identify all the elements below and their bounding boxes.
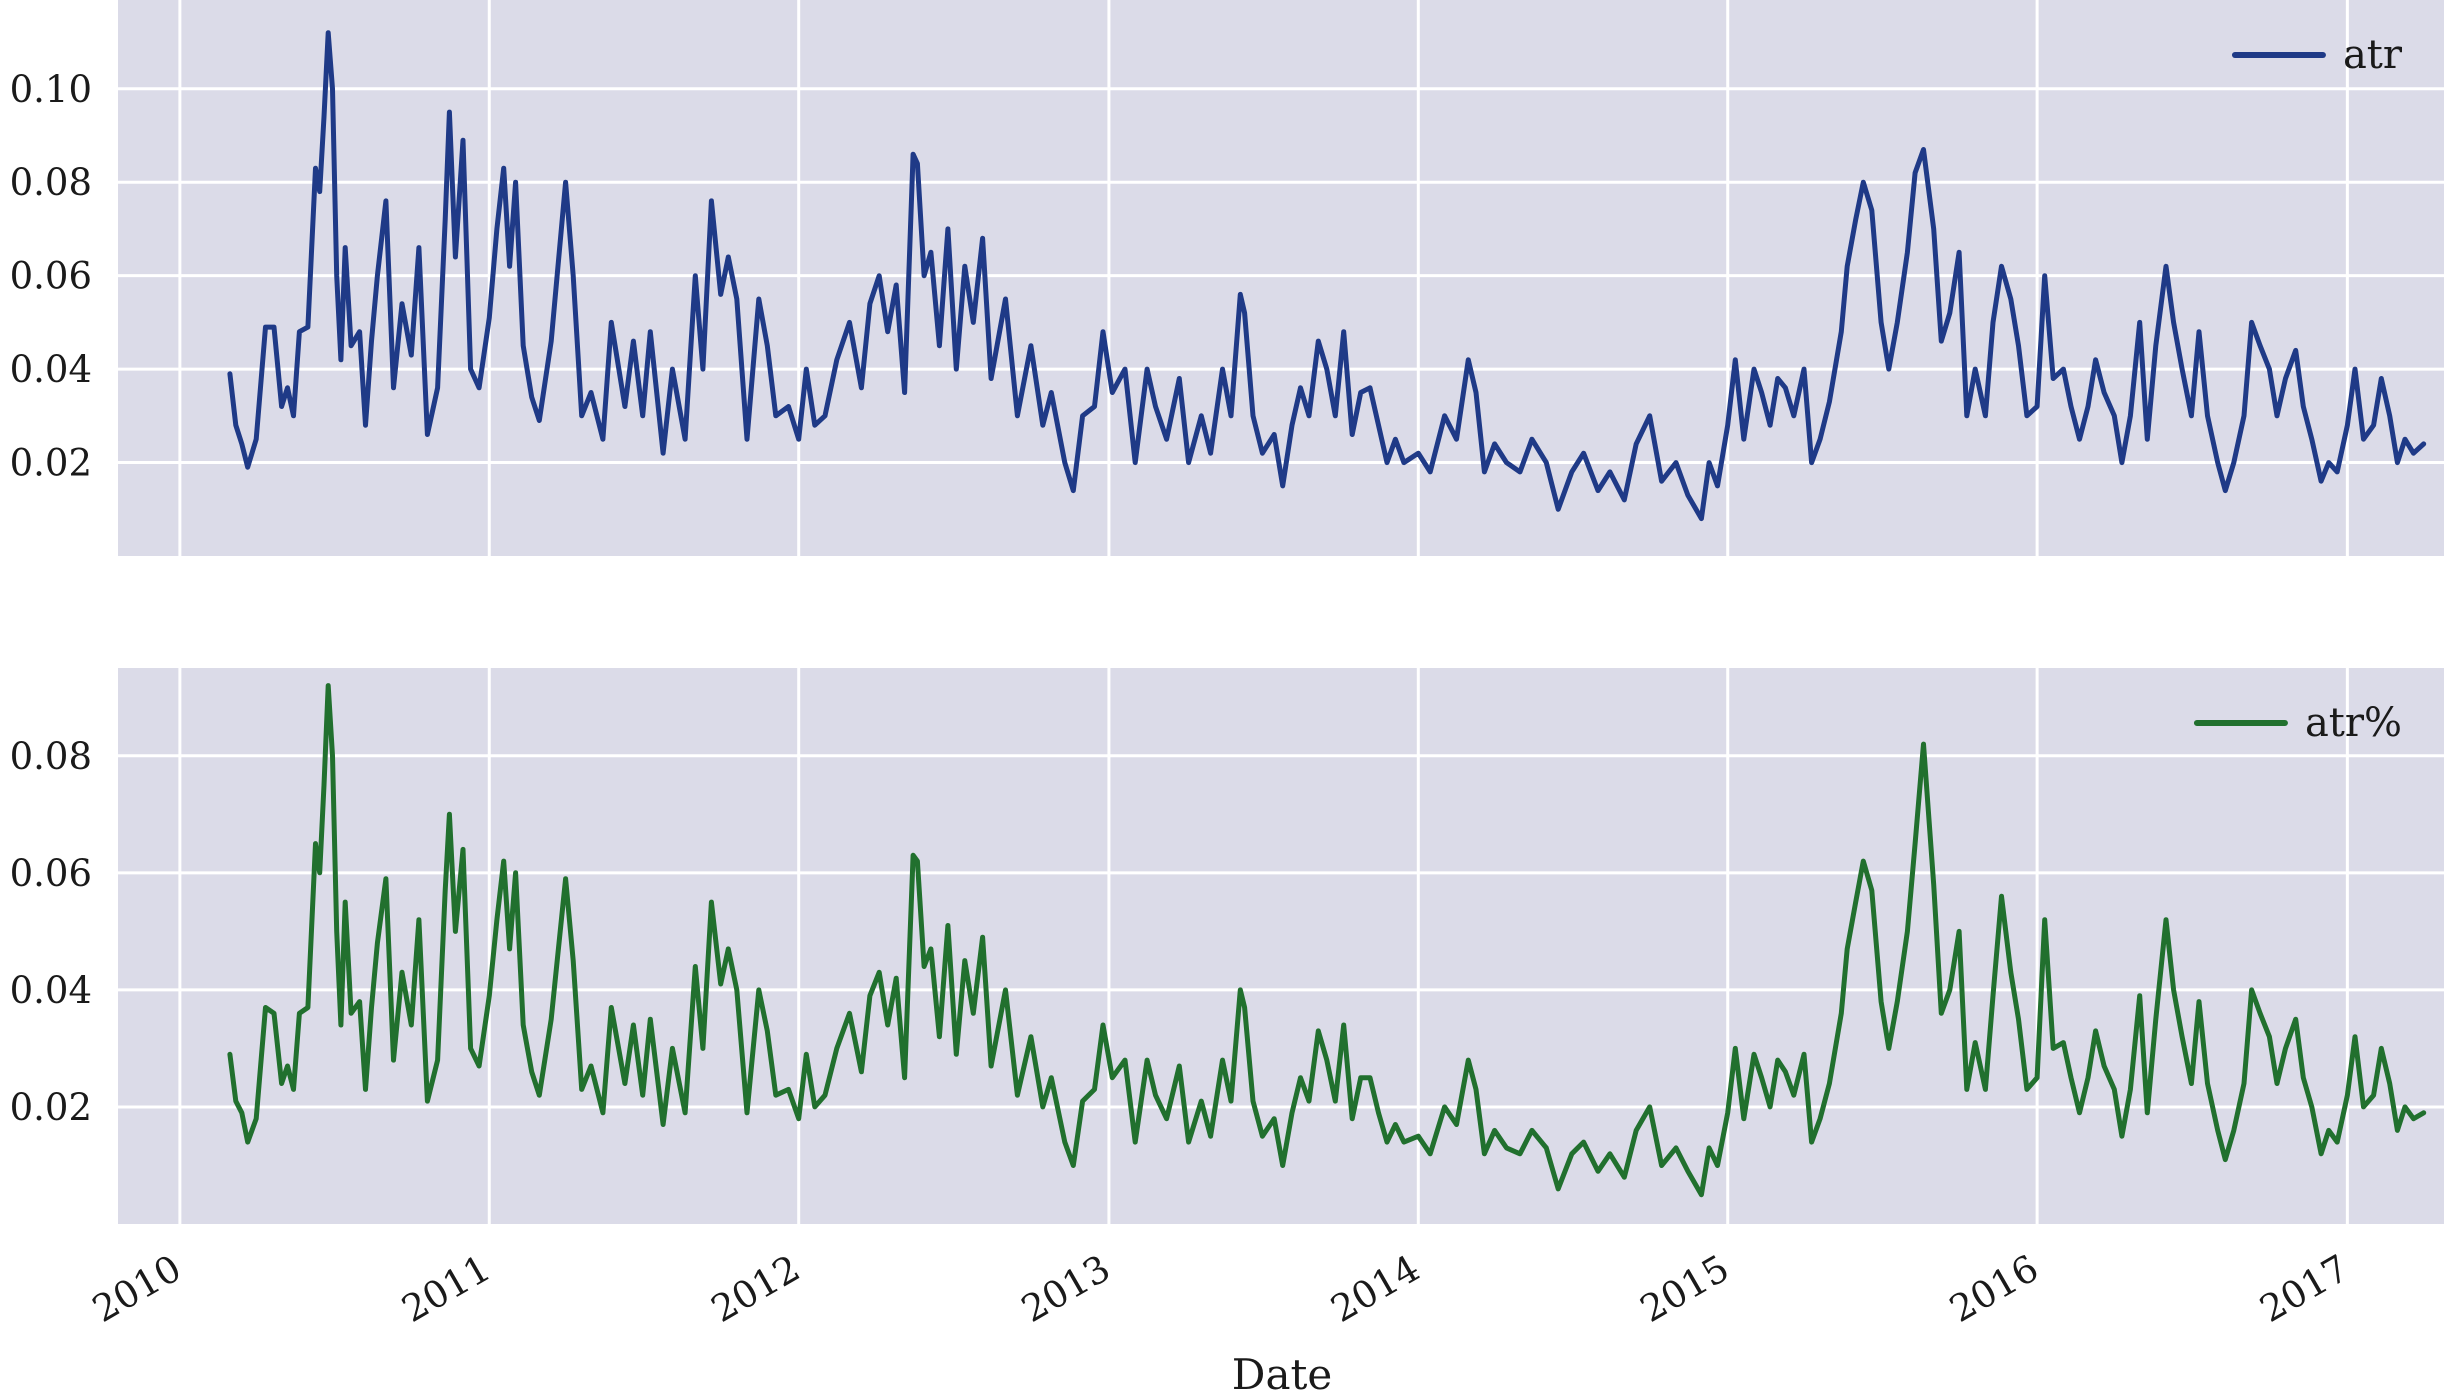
- y-tick-label: 0.10: [10, 68, 92, 111]
- x-tick-label: 2011: [395, 1247, 498, 1331]
- x-tick-label: 2015: [1633, 1247, 1736, 1331]
- atr-panel: 0.02 0.04 0.06 0.08 0.10 atr: [10, 0, 2444, 556]
- plot-background: [118, 668, 2444, 1224]
- y-tick-label: 0.08: [10, 161, 92, 204]
- y-tick-label: 0.02: [10, 442, 92, 485]
- atr-percent-panel: 0.02 0.04 0.06 0.08 2010 2011 2012 2013 2014 2015…: [10, 668, 2444, 1331]
- y-tick-label: 0.06: [10, 852, 92, 895]
- x-tick-label: 2014: [1324, 1247, 1427, 1331]
- y-tick-label: 0.06: [10, 255, 92, 298]
- legend-label: atr: [2343, 32, 2403, 78]
- x-tick-label: 2013: [1014, 1247, 1117, 1331]
- legend-label: atr%: [2305, 700, 2402, 746]
- y-tick-label: 0.08: [10, 735, 92, 778]
- series-line: [227, 683, 2427, 1198]
- y-tick-label: 0.04: [10, 348, 92, 391]
- legend: atr: [2231, 32, 2403, 78]
- x-tick-label: 2017: [2253, 1247, 2356, 1331]
- legend: atr%: [2193, 700, 2402, 746]
- y-tick-label: 0.02: [10, 1086, 92, 1129]
- series-line: [227, 30, 2427, 522]
- x-tick-label: 2012: [704, 1247, 807, 1331]
- y-tick-label: 0.04: [10, 969, 92, 1012]
- x-tick-label: 2010: [85, 1247, 188, 1331]
- x-axis-label: Date: [1232, 1350, 1332, 1394]
- x-tick-label: 2016: [1943, 1247, 2046, 1331]
